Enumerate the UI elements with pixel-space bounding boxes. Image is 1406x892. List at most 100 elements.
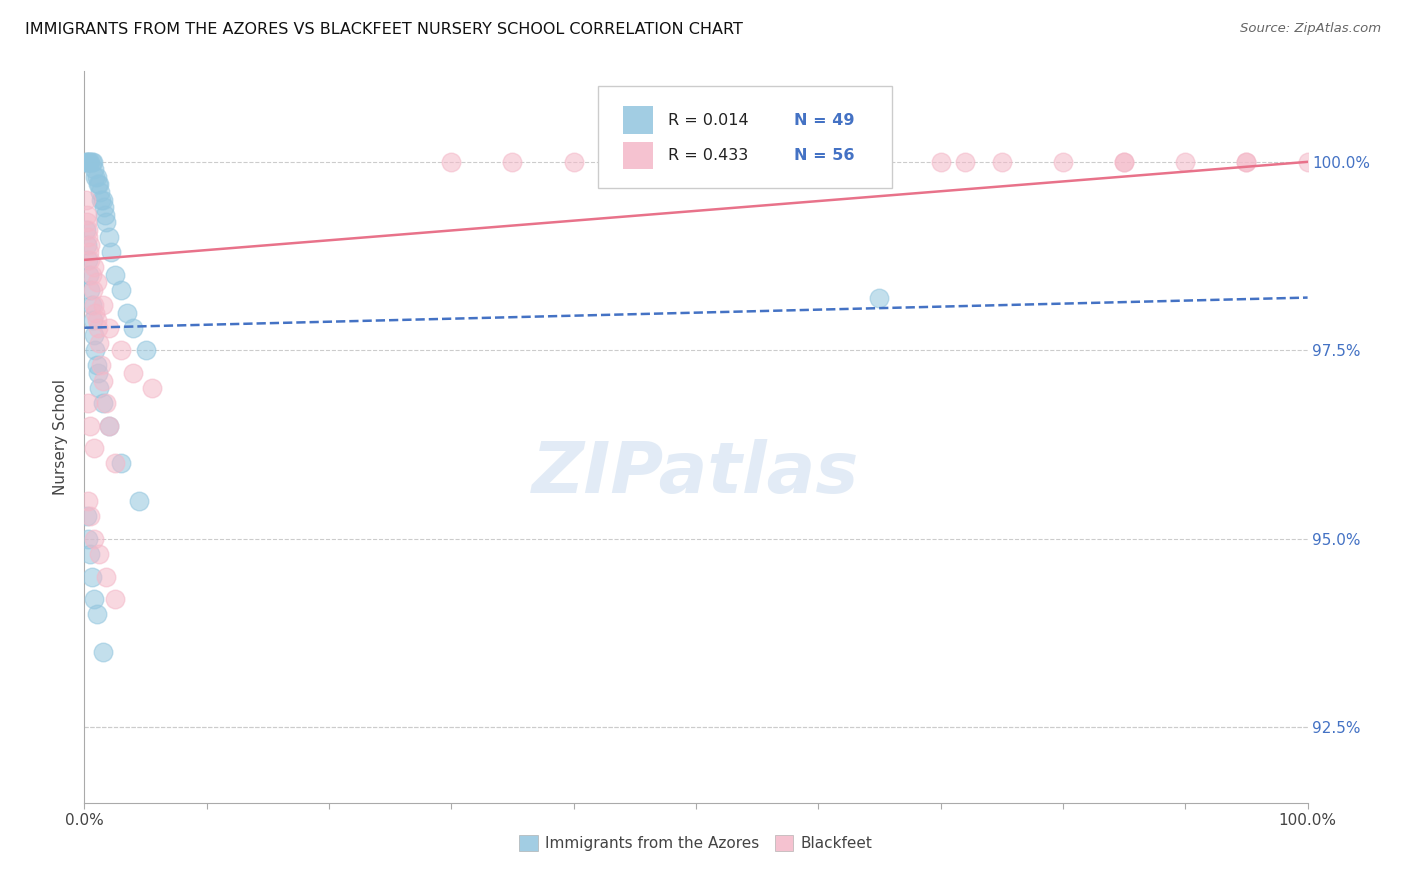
Point: [86, 169, 108, 184]
Point: [82, 154, 104, 169]
Point: [807, 154, 830, 169]
Point: [79, 237, 101, 252]
Y-axis label: Nursery School: Nursery School: [53, 379, 69, 495]
Point: [929, 154, 952, 169]
Point: [96, 396, 118, 410]
Point: [83, 442, 105, 456]
Point: [87, 366, 110, 380]
Point: [1114, 154, 1136, 169]
Point: [91, 645, 114, 659]
FancyBboxPatch shape: [623, 142, 654, 169]
Point: [1174, 154, 1197, 169]
Point: [807, 154, 830, 169]
Point: [80, 569, 103, 583]
Point: [77, 396, 100, 410]
Point: [77, 230, 100, 244]
Point: [90, 193, 112, 207]
Text: ZIPatlas: ZIPatlas: [533, 439, 859, 508]
Point: [115, 306, 138, 320]
Point: [75, 154, 97, 169]
Point: [77, 532, 100, 546]
Point: [86, 359, 108, 373]
Point: [1052, 154, 1074, 169]
Point: [122, 366, 145, 380]
Point: [87, 547, 110, 561]
Point: [76, 154, 98, 169]
Point: [869, 291, 891, 305]
Point: [110, 457, 132, 471]
Point: [82, 283, 104, 297]
Point: [502, 154, 524, 169]
Point: [86, 276, 108, 290]
Point: [76, 237, 98, 252]
Point: [83, 298, 105, 312]
Point: [93, 200, 115, 214]
Point: [77, 268, 100, 282]
Point: [77, 154, 100, 169]
Point: [747, 154, 769, 169]
Point: [104, 457, 127, 471]
Point: [991, 154, 1014, 169]
Point: [76, 509, 98, 524]
Point: [440, 154, 463, 169]
Point: [80, 268, 103, 282]
Point: [91, 374, 114, 388]
Point: [83, 260, 105, 275]
Point: [87, 178, 110, 192]
Point: [77, 494, 100, 508]
Point: [104, 592, 127, 607]
Point: [77, 223, 100, 237]
Point: [79, 252, 101, 267]
Point: [96, 569, 118, 583]
Point: [83, 328, 105, 343]
Point: [79, 154, 101, 169]
Point: [84, 169, 107, 184]
Point: [87, 335, 110, 350]
Point: [562, 154, 585, 169]
Text: Source: ZipAtlas.com: Source: ZipAtlas.com: [1240, 22, 1381, 36]
Point: [76, 215, 98, 229]
Legend: Immigrants from the Azores, Blackfeet: Immigrants from the Azores, Blackfeet: [513, 830, 879, 857]
Point: [79, 509, 101, 524]
Point: [97, 418, 120, 433]
Point: [79, 547, 101, 561]
Point: [84, 306, 107, 320]
Point: [97, 320, 120, 334]
Point: [80, 298, 103, 312]
Point: [624, 154, 647, 169]
Point: [91, 396, 114, 410]
Point: [84, 343, 107, 358]
Point: [79, 418, 101, 433]
Point: [96, 215, 118, 229]
Point: [953, 154, 976, 169]
Text: N = 49: N = 49: [794, 113, 855, 128]
FancyBboxPatch shape: [623, 106, 654, 135]
Text: IMMIGRANTS FROM THE AZORES VS BLACKFEET NURSERY SCHOOL CORRELATION CHART: IMMIGRANTS FROM THE AZORES VS BLACKFEET …: [25, 22, 744, 37]
Point: [89, 185, 111, 199]
Point: [79, 283, 101, 297]
Point: [77, 252, 100, 267]
Point: [1236, 154, 1258, 169]
Point: [83, 532, 105, 546]
Point: [83, 162, 105, 177]
Point: [97, 418, 120, 433]
Point: [110, 283, 132, 297]
FancyBboxPatch shape: [598, 86, 891, 188]
Point: [1114, 154, 1136, 169]
Point: [86, 313, 108, 327]
Point: [91, 298, 114, 312]
Text: R = 0.433: R = 0.433: [668, 148, 748, 163]
Point: [83, 592, 105, 607]
Point: [141, 381, 163, 395]
Point: [110, 343, 132, 358]
Point: [87, 320, 110, 334]
Point: [869, 154, 891, 169]
Point: [77, 154, 100, 169]
Point: [76, 208, 98, 222]
Point: [87, 381, 110, 395]
Point: [97, 230, 120, 244]
Point: [90, 359, 112, 373]
Point: [104, 268, 127, 282]
Point: [661, 154, 683, 169]
Point: [80, 154, 103, 169]
